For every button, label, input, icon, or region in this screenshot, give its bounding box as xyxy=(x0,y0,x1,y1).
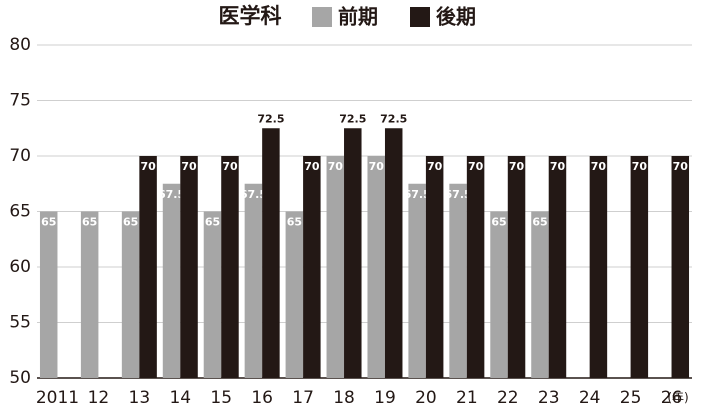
value-label: 72.5 xyxy=(257,112,284,125)
x-tick-label: 20 xyxy=(415,388,437,408)
bar xyxy=(671,156,690,378)
value-label: 65 xyxy=(491,216,506,229)
bar xyxy=(262,128,280,378)
y-tick-label: 50 xyxy=(9,368,31,388)
legend-label: 前期 xyxy=(338,5,378,29)
x-tick-label: 18 xyxy=(333,388,355,408)
x-tick-label: 26 xyxy=(661,388,683,408)
bar xyxy=(589,156,608,378)
bar xyxy=(162,183,181,378)
bar xyxy=(425,156,444,378)
value-label: 65 xyxy=(123,216,138,229)
bar xyxy=(384,128,403,378)
legend-swatch xyxy=(410,7,430,27)
x-tick-label: 17 xyxy=(292,388,314,408)
bar xyxy=(408,183,426,378)
bar xyxy=(630,156,649,378)
value-label: 70 xyxy=(304,160,320,173)
value-label: 72.5 xyxy=(339,112,366,125)
value-label: 70 xyxy=(632,160,648,173)
value-label: 70 xyxy=(550,160,566,173)
x-tick-label: 15 xyxy=(210,388,232,408)
bar xyxy=(221,156,239,378)
y-tick-label: 55 xyxy=(9,313,31,333)
bar xyxy=(139,156,157,378)
value-label: 67.5 xyxy=(240,188,267,201)
value-label: 67.5 xyxy=(158,188,185,201)
x-tick-label: 22 xyxy=(497,388,519,408)
value-label: 70 xyxy=(509,160,525,173)
value-label: 70 xyxy=(140,160,156,173)
bar xyxy=(285,211,304,378)
x-tick-label: 24 xyxy=(579,388,601,408)
y-tick-label: 65 xyxy=(9,202,31,222)
y-tick-label: 75 xyxy=(9,91,31,111)
x-tick-label: 2011 xyxy=(36,388,79,408)
bar xyxy=(80,211,99,378)
x-tick-label: 21 xyxy=(456,388,478,408)
legend-label: 後期 xyxy=(436,5,476,29)
bar xyxy=(180,156,198,378)
value-label: 70 xyxy=(369,160,385,173)
bar xyxy=(326,156,345,378)
x-tick-label: 16 xyxy=(251,388,273,408)
value-label: 65 xyxy=(205,216,220,229)
legend-swatch xyxy=(312,7,332,27)
x-tick-label: 19 xyxy=(374,388,396,408)
x-tick-label: 14 xyxy=(169,388,191,408)
bar xyxy=(449,183,467,378)
value-label: 65 xyxy=(287,216,302,229)
bar xyxy=(490,211,508,378)
value-label: 70 xyxy=(181,160,197,173)
value-label: 70 xyxy=(328,160,344,173)
x-tick-label: 13 xyxy=(129,388,151,408)
bar xyxy=(244,183,263,378)
bar xyxy=(303,156,321,378)
chart-title: 医学科 xyxy=(219,4,282,28)
bar xyxy=(466,156,485,378)
value-label: 65 xyxy=(532,216,547,229)
value-label: 67.5 xyxy=(445,188,472,201)
value-label: 70 xyxy=(427,160,443,173)
x-unit: (年) xyxy=(667,391,688,405)
value-label: 70 xyxy=(468,160,484,173)
bar xyxy=(39,211,58,378)
y-tick-label: 70 xyxy=(9,146,31,166)
value-label: 65 xyxy=(41,216,56,229)
bar xyxy=(367,156,385,378)
bar xyxy=(203,211,222,378)
value-label: 65 xyxy=(82,216,97,229)
bar xyxy=(121,211,140,378)
x-tick-label: 12 xyxy=(88,388,110,408)
bar xyxy=(548,156,567,378)
bar xyxy=(344,128,362,378)
x-tick-label: 25 xyxy=(620,388,642,408)
bar xyxy=(531,211,549,378)
value-label: 70 xyxy=(591,160,607,173)
x-tick-label: 23 xyxy=(538,388,560,408)
y-tick-label: 60 xyxy=(9,257,31,277)
y-tick-label: 80 xyxy=(9,35,31,55)
bar xyxy=(507,156,526,378)
value-label: 67.5 xyxy=(404,188,431,201)
value-label: 70 xyxy=(222,160,238,173)
value-label: 72.5 xyxy=(380,112,407,125)
value-label: 70 xyxy=(673,160,689,173)
